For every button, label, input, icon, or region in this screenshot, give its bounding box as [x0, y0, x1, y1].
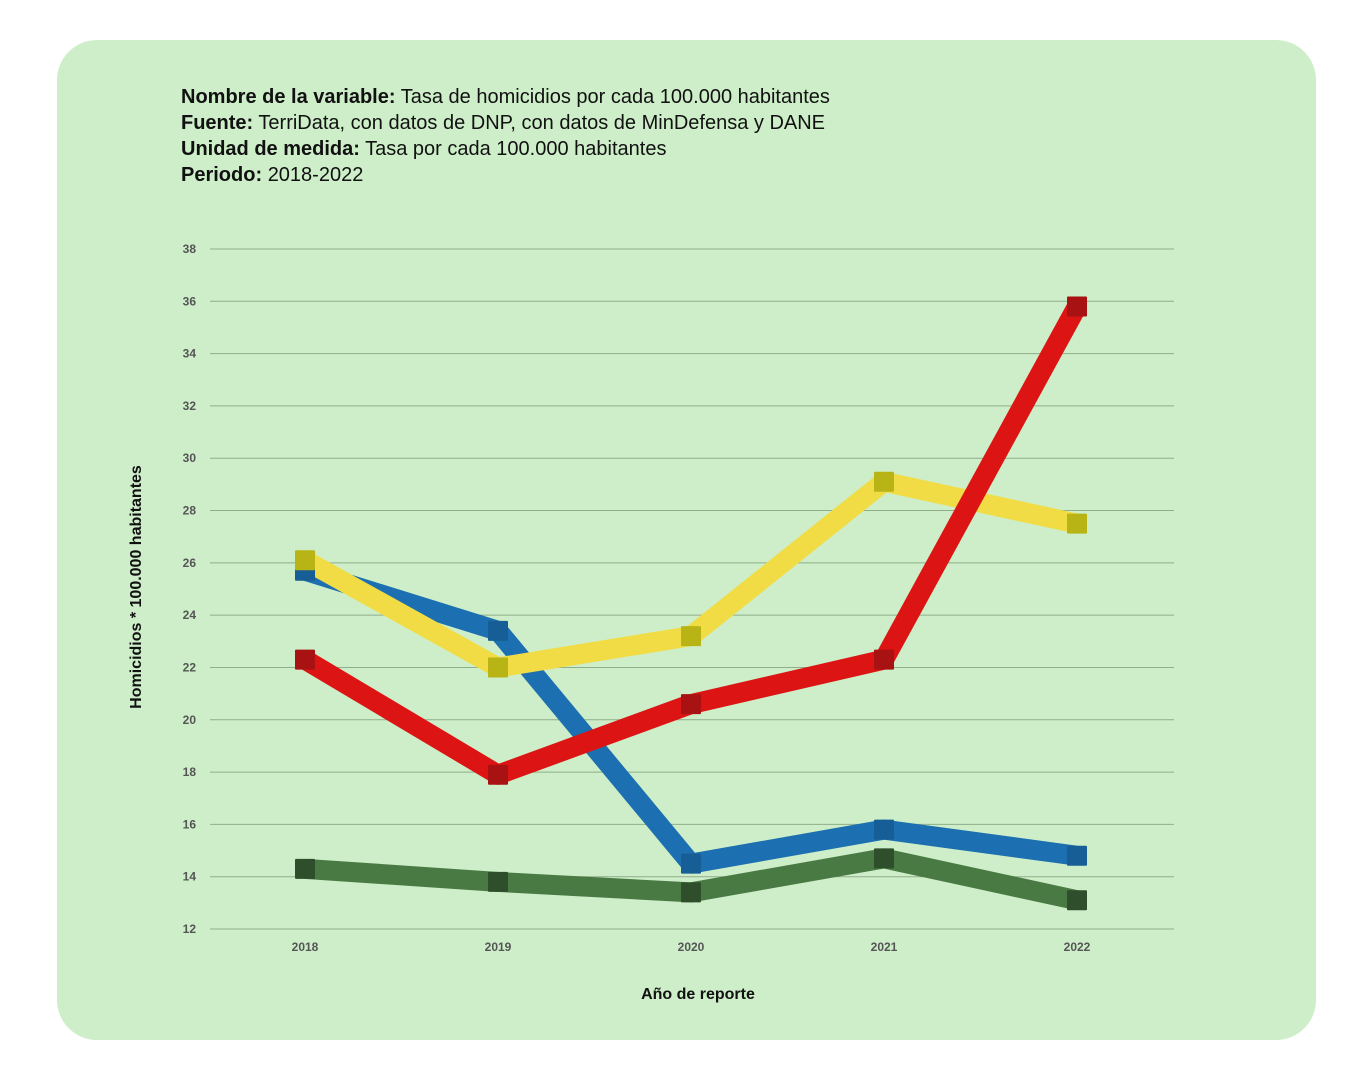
- series-markers: [295, 296, 1087, 911]
- x-axis-title: Año de reporte: [641, 986, 755, 1003]
- y-tick-label: 34: [183, 347, 197, 361]
- data-point-marker: [681, 882, 701, 903]
- period-label: Periodo:: [181, 164, 263, 186]
- y-tick-label: 38: [183, 242, 197, 256]
- data-point-marker: [681, 853, 701, 874]
- y-tick-label: 32: [183, 399, 197, 413]
- source-line: Fuente: TerriData, con datos de DNP, con…: [181, 110, 830, 136]
- data-point-marker: [488, 871, 508, 892]
- data-point-marker: [488, 764, 508, 785]
- data-point-marker: [295, 858, 315, 879]
- unit-label: Unidad de medida:: [181, 138, 360, 160]
- source-value: TerriData, con datos de DNP, con datos d…: [258, 112, 826, 134]
- data-point-marker: [681, 694, 701, 715]
- x-tick-label: 2019: [485, 940, 512, 954]
- y-tick-label: 18: [183, 765, 197, 779]
- y-tick-label: 36: [183, 294, 197, 308]
- y-tick-label: 12: [183, 922, 197, 936]
- unit-value: Tasa por cada 100.000 habitantes: [365, 138, 667, 160]
- x-tick-label: 2020: [678, 940, 705, 954]
- metadata-block: Nombre de la variable: Tasa de homicidio…: [181, 84, 830, 188]
- data-point-marker: [874, 649, 894, 670]
- y-tick-label: 22: [183, 660, 197, 674]
- data-point-marker: [488, 657, 508, 678]
- variable-name-line: Nombre de la variable: Tasa de homicidio…: [181, 84, 830, 110]
- y-axis-title: Homicidios * 100.000 habitantes: [128, 465, 145, 709]
- data-point-marker: [874, 819, 894, 840]
- series-lines: [299, 301, 1086, 911]
- y-tick-label: 20: [183, 713, 197, 727]
- x-tick-label: 2018: [292, 940, 319, 954]
- data-point-marker: [1067, 513, 1087, 534]
- y-tick-label: 14: [183, 870, 197, 884]
- variable-name-label: Nombre de la variable:: [181, 86, 396, 108]
- x-axis-ticks: 2018 2019 2020 2021 2022: [292, 940, 1091, 954]
- unit-line: Unidad de medida: Tasa por cada 100.000 …: [181, 136, 830, 162]
- x-tick-label: 2022: [1064, 940, 1091, 954]
- data-point-marker: [488, 620, 508, 641]
- data-point-marker: [1067, 845, 1087, 866]
- y-tick-label: 30: [183, 451, 197, 465]
- data-point-marker: [295, 649, 315, 670]
- period-line: Periodo: 2018-2022: [181, 162, 830, 188]
- y-tick-label: 26: [183, 556, 197, 570]
- variable-name-value: Tasa de homicidios por cada 100.000 habi…: [400, 86, 830, 108]
- x-tick-label: 2021: [871, 940, 898, 954]
- period-value: 2018-2022: [267, 164, 364, 186]
- source-label: Fuente:: [181, 112, 254, 134]
- y-tick-label: 24: [183, 608, 197, 622]
- data-point-marker: [1067, 890, 1087, 911]
- data-point-marker: [1067, 296, 1087, 317]
- data-point-marker: [874, 471, 894, 492]
- y-tick-label: 16: [183, 817, 197, 831]
- y-axis-ticks: 12 14 16 18 20 22 24 26 28 30 32 34 36 38: [183, 242, 197, 936]
- data-point-marker: [874, 848, 894, 869]
- y-tick-label: 28: [183, 504, 197, 518]
- data-point-marker: [681, 626, 701, 647]
- data-point-marker: [295, 550, 315, 571]
